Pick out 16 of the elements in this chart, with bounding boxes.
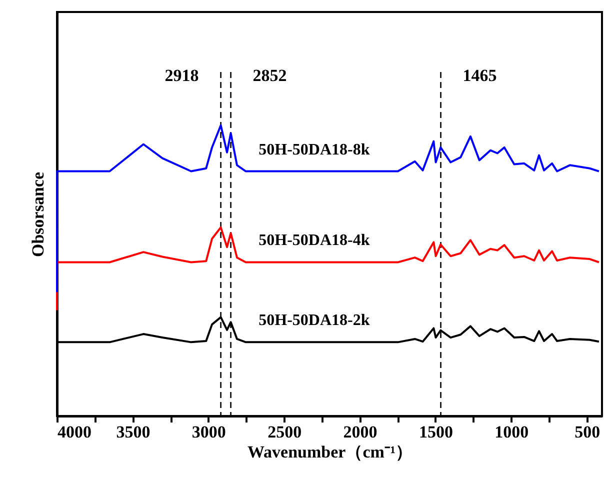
ref-line-label: 2918 [164,66,199,85]
x-tick-label: 3000 [192,422,226,442]
x-tick-label: 4000 [58,422,92,442]
x-axis-title: Wavenumber（cm⁻¹） [247,442,413,462]
x-tick-label: 1000 [494,422,529,442]
x-tick-label: 1500 [418,422,453,442]
y-axis-title: Obsorsance [28,172,48,257]
x-tick-label: 2000 [343,422,378,442]
x-tick-label: 500 [574,422,600,442]
x-tick-label: 3500 [116,422,150,442]
series-label: 50H-50DA18-4k [258,232,370,250]
x-tick-label: 2500 [268,422,302,442]
ref-line-label: 1465 [462,66,497,85]
series-label: 50H-50DA18-8k [258,141,370,158]
series-label: 50H-50DA18-2k [258,312,370,330]
ref-line-label: 2852 [252,66,287,85]
